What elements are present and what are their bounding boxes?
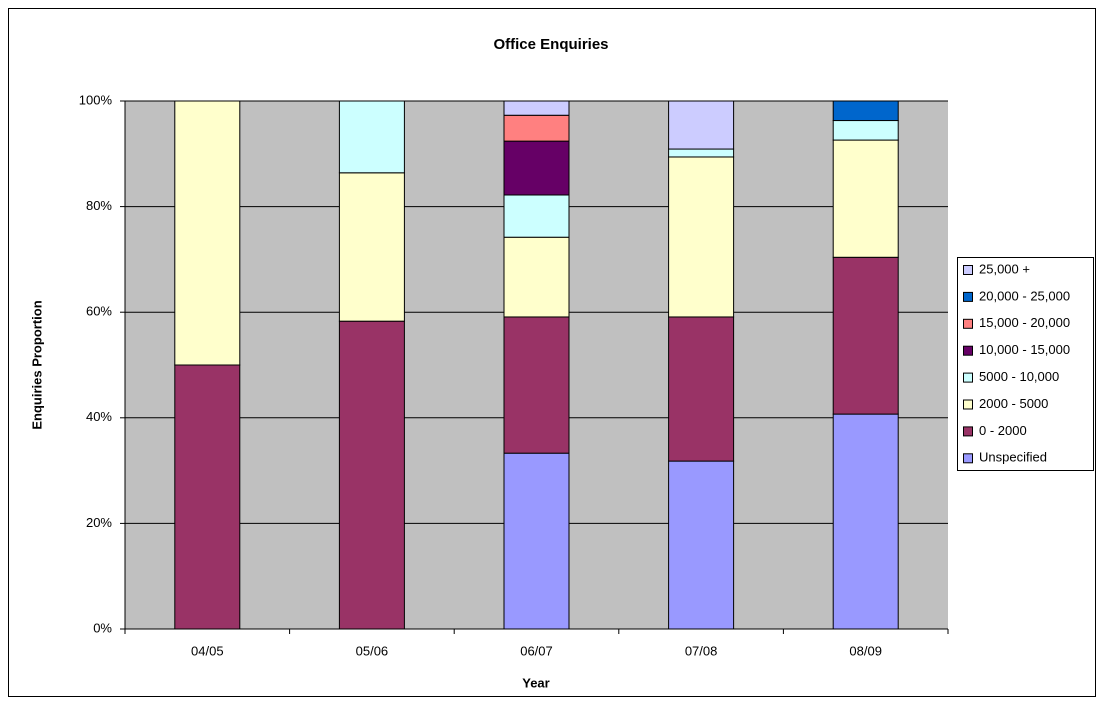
bar-segment bbox=[503, 140, 570, 196]
legend-swatch bbox=[963, 372, 973, 383]
x-tick-label: 05/06 bbox=[356, 643, 389, 658]
chart-title: Office Enquiries bbox=[493, 36, 608, 53]
legend-label: 10,000 - 15,000 bbox=[979, 342, 1070, 357]
bar-segment bbox=[338, 100, 405, 174]
legend-label: 0 - 2000 bbox=[979, 423, 1027, 438]
y-tick-label: 40% bbox=[86, 409, 112, 424]
legend bbox=[957, 257, 1094, 471]
legend-swatch bbox=[963, 318, 973, 329]
bar-segment bbox=[503, 316, 570, 454]
y-tick-label: 60% bbox=[86, 304, 112, 319]
legend-label: 2000 - 5000 bbox=[979, 396, 1048, 411]
x-tick-label: 06/07 bbox=[520, 643, 553, 658]
legend-swatch bbox=[963, 265, 973, 275]
x-axis-label: Year bbox=[522, 675, 549, 690]
legend-label: Unspecified bbox=[979, 450, 1047, 465]
x-tick-label: 08/09 bbox=[849, 643, 882, 658]
legend-swatch bbox=[963, 453, 973, 464]
legend-swatch bbox=[963, 345, 973, 356]
y-tick-label: 20% bbox=[86, 515, 112, 530]
legend-label: 5000 - 10,000 bbox=[979, 369, 1059, 384]
legend-label: 15,000 - 20,000 bbox=[979, 315, 1070, 330]
bar-segment bbox=[832, 120, 899, 141]
bar-segment bbox=[832, 100, 899, 122]
legend-swatch bbox=[963, 291, 973, 302]
bar-segment bbox=[668, 100, 735, 150]
legend-label: 25,000 + bbox=[979, 261, 1030, 276]
y-axis-label: Enquiries Proportion bbox=[29, 300, 44, 429]
bar-segment bbox=[503, 114, 570, 142]
bar-segment bbox=[668, 148, 735, 158]
x-tick-label: 04/05 bbox=[191, 643, 224, 658]
bar-segment bbox=[832, 256, 899, 415]
x-tick-label: 07/08 bbox=[685, 643, 718, 658]
bar-segment bbox=[174, 100, 241, 366]
bar-segment bbox=[832, 139, 899, 258]
legend-label: 20,000 - 25,000 bbox=[979, 288, 1070, 303]
bar-segment bbox=[832, 413, 899, 630]
bar-segment bbox=[338, 172, 405, 322]
bar-segment bbox=[338, 320, 405, 630]
legend-swatch bbox=[963, 399, 973, 410]
y-tick-label: 0% bbox=[93, 620, 112, 635]
legend-swatch bbox=[963, 426, 973, 437]
bar-segment bbox=[668, 316, 735, 462]
bar-segment bbox=[503, 194, 570, 238]
bar-segment bbox=[503, 452, 570, 630]
bar-segment bbox=[174, 364, 241, 630]
bar-segment bbox=[503, 236, 570, 318]
bar-segment bbox=[668, 460, 735, 630]
y-tick-label: 80% bbox=[86, 198, 112, 213]
y-tick-label: 100% bbox=[79, 92, 113, 107]
bar-segment bbox=[503, 100, 570, 116]
bar-segment bbox=[668, 156, 735, 318]
